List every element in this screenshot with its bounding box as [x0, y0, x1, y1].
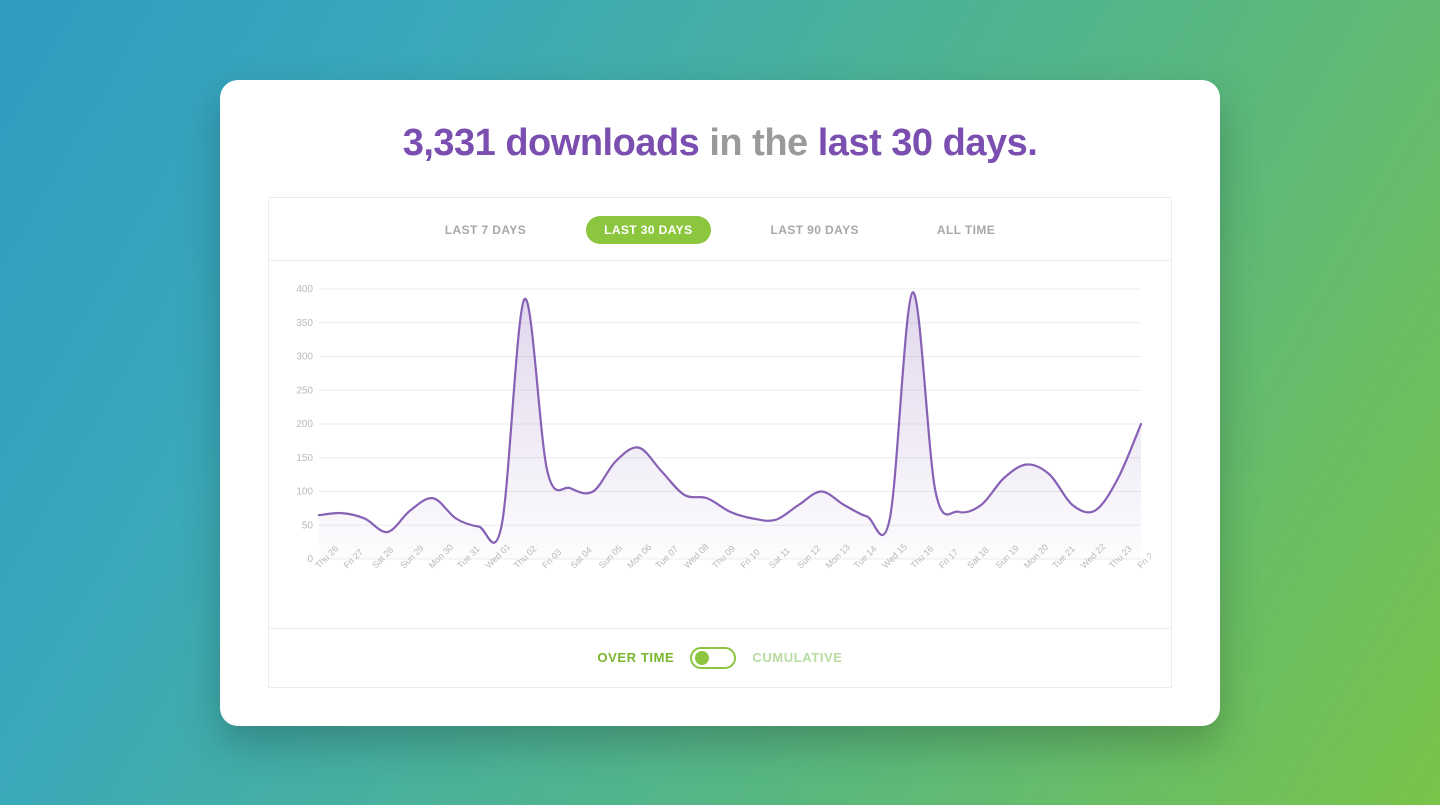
toggle-knob	[695, 651, 709, 665]
svg-text:200: 200	[296, 419, 313, 430]
chart-area: 050100150200250300350400Thu 26Fri 27Sat …	[269, 261, 1171, 628]
svg-text:250: 250	[296, 385, 313, 396]
svg-text:50: 50	[302, 520, 314, 531]
mode-switch-row: OVER TIME CUMULATIVE	[269, 628, 1171, 687]
mode-over-time-label: OVER TIME	[597, 650, 674, 665]
svg-text:300: 300	[296, 351, 313, 362]
mode-toggle[interactable]	[690, 647, 736, 669]
headline-downloads-word: downloads	[505, 122, 699, 164]
headline-period: last 30 days.	[818, 122, 1038, 164]
mode-cumulative-label: CUMULATIVE	[752, 650, 842, 665]
stats-card: 3,331 downloads in the last 30 days. LAS…	[220, 80, 1220, 726]
tab-all-time[interactable]: ALL TIME	[919, 216, 1013, 244]
tab-last-30-days[interactable]: LAST 30 DAYS	[586, 216, 710, 244]
range-tabs: LAST 7 DAYS LAST 30 DAYS LAST 90 DAYS AL…	[269, 198, 1171, 261]
headline: 3,331 downloads in the last 30 days.	[268, 122, 1172, 165]
svg-text:150: 150	[296, 452, 313, 463]
svg-text:350: 350	[296, 317, 313, 328]
headline-count: 3,331	[403, 122, 496, 164]
svg-text:400: 400	[296, 284, 313, 295]
tab-last-90-days[interactable]: LAST 90 DAYS	[753, 216, 877, 244]
downloads-line-chart: 050100150200250300350400Thu 26Fri 27Sat …	[281, 283, 1151, 613]
chart-panel: LAST 7 DAYS LAST 30 DAYS LAST 90 DAYS AL…	[268, 197, 1172, 688]
svg-text:100: 100	[296, 486, 313, 497]
headline-mid: in the	[709, 122, 807, 164]
tab-last-7-days[interactable]: LAST 7 DAYS	[427, 216, 544, 244]
